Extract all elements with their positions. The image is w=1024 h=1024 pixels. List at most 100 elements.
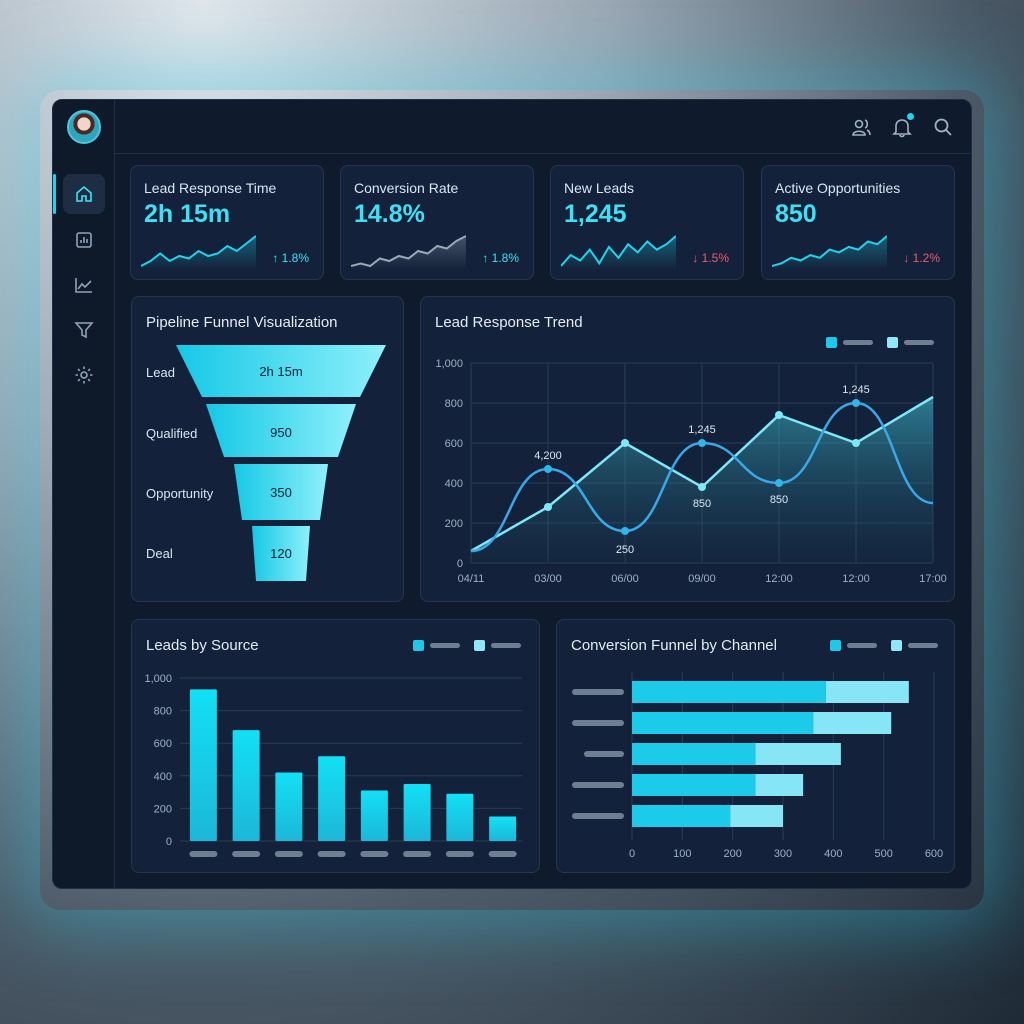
kpi-delta: ↑ 1.8% (272, 251, 309, 265)
x-tick-placeholder (274, 851, 303, 857)
sidebar-item-trends[interactable] (63, 265, 105, 305)
gear-icon (75, 366, 93, 384)
kpi-sparkline (772, 235, 887, 270)
card-title: Leads by Source (146, 637, 259, 654)
users-button[interactable] (849, 115, 873, 139)
funnel-stage-value: 950 (270, 425, 292, 440)
series-area (471, 397, 933, 563)
kpi-card-active-opportunities[interactable]: Active Opportunities 850 ↓ 1.2% (761, 165, 955, 280)
y-tick-label: 1,000 (435, 358, 463, 370)
sidebar-item-reports[interactable] (63, 220, 105, 260)
sidebar-item-settings[interactable] (63, 355, 105, 395)
funnel-stage-value: 2h 15m (259, 364, 302, 379)
data-point (544, 503, 552, 511)
kpi-delta: ↑ 1.8% (482, 251, 519, 265)
y-tick-placeholder (572, 689, 624, 695)
card-title: Pipeline Funnel Visualization (146, 314, 338, 331)
y-tick-label: 800 (445, 398, 463, 410)
x-tick-label: 600 (925, 848, 943, 860)
x-tick-label: 09/00 (688, 573, 716, 585)
leads-by-source-card: Leads by Source 0 200 400 600 800 1,000 (131, 619, 540, 873)
bar (403, 783, 431, 841)
bar-chart: 0 200 400 600 800 1,000 (144, 673, 522, 857)
card-title: Lead Response Trend (435, 314, 583, 331)
kpi-value: 850 (775, 200, 817, 228)
funnel-stage-value: 120 (270, 546, 292, 561)
search-icon (934, 118, 952, 136)
sparkline-area (351, 236, 466, 270)
funnel-segment-opportunity[interactable] (234, 464, 328, 520)
x-tick-label: 12:00 (842, 573, 870, 585)
conversion-funnel-card: Conversion Funnel by Channel 0 100 200 300 4… (556, 619, 955, 873)
sparkline-line (141, 235, 256, 267)
kpi-label: New Leads (564, 180, 635, 196)
y-tick-placeholder (572, 813, 624, 819)
data-point (852, 439, 860, 447)
legend-item[interactable] (826, 337, 873, 348)
data-label: 850 (693, 498, 711, 510)
kpi-label: Lead Response Time (144, 180, 277, 196)
dashboard-window: Lead Response Time 2h 15m ↑ 1.8% Convers… (52, 99, 972, 889)
bar-segment (755, 774, 804, 796)
y-tick-label: 0 (166, 836, 172, 848)
funnel-segment-qualified[interactable] (206, 404, 356, 457)
sidebar-item-filter[interactable] (63, 310, 105, 350)
bar-segment (632, 774, 756, 796)
data-label: 1,245 (842, 384, 870, 396)
x-tick-placeholder (445, 851, 474, 857)
card-title: Conversion Funnel by Channel (571, 637, 777, 654)
bar (446, 793, 474, 841)
legend-item[interactable] (887, 337, 934, 348)
search-button[interactable] (931, 115, 955, 139)
chart-legend (413, 640, 521, 651)
funnel-segment-deal[interactable] (252, 526, 310, 581)
funnel-stage-label: Qualified (146, 426, 198, 441)
pipeline-funnel-card: Pipeline Funnel Visualization Lead Quali… (131, 296, 404, 602)
sparkline-line (561, 235, 676, 267)
bar-segment (730, 805, 783, 827)
kpi-card-lead-response-time[interactable]: Lead Response Time 2h 15m ↑ 1.8% (130, 165, 324, 280)
kpi-card-conversion-rate[interactable]: Conversion Rate 14.8% ↑ 1.8% (340, 165, 534, 280)
bar-segment (813, 712, 892, 734)
kpi-sparkline (351, 235, 466, 270)
y-tick-placeholder (584, 751, 624, 757)
bar (275, 772, 303, 841)
data-point (775, 411, 783, 419)
legend-item[interactable] (474, 640, 521, 651)
legend-item[interactable] (891, 640, 938, 651)
bar (232, 730, 260, 841)
sparkline-line (351, 235, 466, 268)
bar-segment (632, 743, 756, 765)
top-bar (115, 100, 971, 154)
kpi-value: 2h 15m (144, 200, 231, 228)
bar-segment (755, 743, 841, 765)
funnel-segment-lead[interactable] (176, 345, 386, 397)
funnel-stage-label: Deal (146, 546, 173, 561)
y-tick-label: 0 (457, 558, 463, 570)
users-icon (852, 119, 871, 136)
bar-chart-icon (76, 232, 92, 248)
data-point (698, 439, 706, 447)
home-icon (76, 185, 92, 202)
x-tick-label: 17:00 (919, 573, 947, 585)
legend-item[interactable] (830, 640, 877, 651)
data-point (544, 465, 552, 473)
kpi-card-new-leads[interactable]: New Leads 1,245 ↓ 1.5% (550, 165, 744, 280)
bar (189, 689, 217, 841)
y-tick-label: 600 (445, 438, 463, 450)
filter-icon (74, 322, 94, 339)
horizontal-bar-chart: 0 100 200 300 400 500 600 (572, 672, 943, 860)
sidebar-item-home[interactable] (63, 174, 105, 214)
legend-item[interactable] (413, 640, 460, 651)
sparkline-area (561, 236, 676, 270)
data-label: 4,200 (534, 450, 562, 462)
x-tick-label: 12:00 (765, 573, 793, 585)
y-tick-label: 400 (445, 478, 463, 490)
x-tick-label: 03/00 (534, 573, 562, 585)
chart-legend (830, 640, 938, 651)
x-tick-label: 400 (824, 848, 842, 860)
avatar[interactable] (67, 110, 101, 144)
kpi-sparkline (141, 235, 256, 270)
data-label: 250 (616, 544, 634, 556)
notifications-button[interactable] (890, 113, 914, 139)
